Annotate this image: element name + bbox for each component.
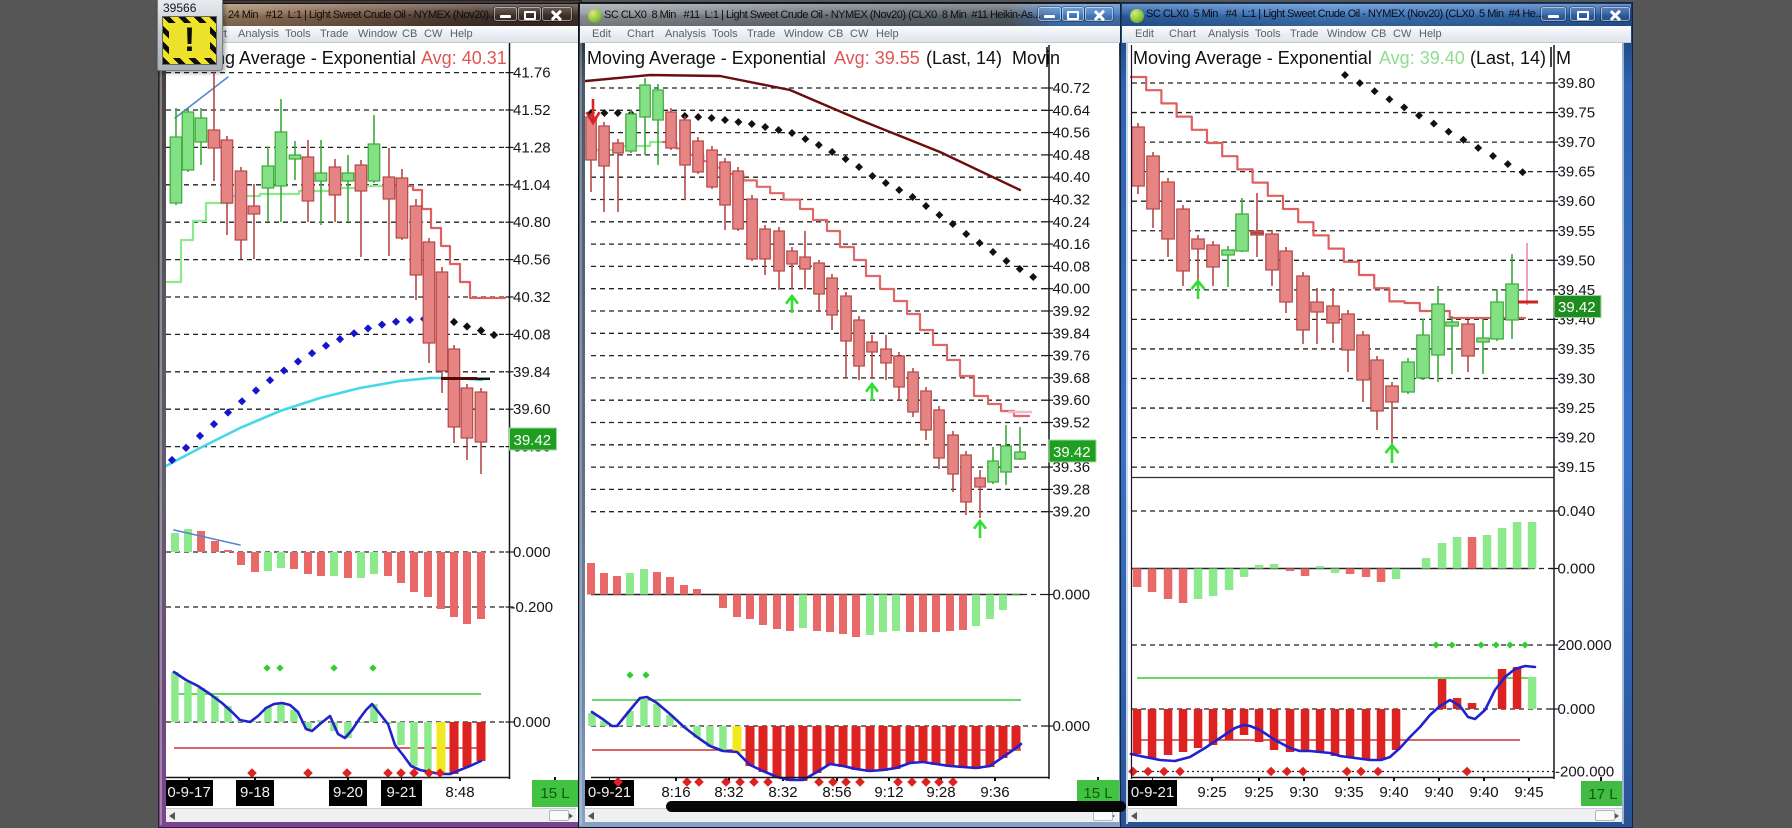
svg-text:39.65: 39.65 <box>1558 164 1596 181</box>
svg-text:39.68: 39.68 <box>1053 370 1091 387</box>
svg-text:41.52: 41.52 <box>513 102 551 119</box>
svg-text:39.35: 39.35 <box>1558 341 1596 358</box>
svg-text:40.40: 40.40 <box>1053 169 1091 186</box>
svg-text:39.40: 39.40 <box>1558 311 1596 328</box>
svg-text:39.50: 39.50 <box>1558 252 1596 269</box>
svg-text:40.72: 40.72 <box>1053 80 1091 97</box>
svg-text:0.000: 0.000 <box>1053 587 1091 604</box>
svg-text:40.16: 40.16 <box>1053 236 1091 253</box>
svg-text:39.25: 39.25 <box>1558 400 1596 417</box>
svg-text:39.84: 39.84 <box>513 364 551 381</box>
svg-text:40.80: 40.80 <box>513 214 551 231</box>
svg-text:40.56: 40.56 <box>513 252 551 269</box>
svg-text:(Last, 14) M: (Last, 14) M <box>1470 48 1571 68</box>
svg-text:200.000: 200.000 <box>1558 637 1612 654</box>
svg-text:39.28: 39.28 <box>1053 481 1091 498</box>
svg-text:(Last, 14) Movin: (Last, 14) Movin <box>926 48 1060 68</box>
svg-text:40.64: 40.64 <box>1053 102 1091 119</box>
svg-text:41.76: 41.76 <box>513 65 551 82</box>
svg-text:39.55: 39.55 <box>1558 223 1596 240</box>
svg-text:40.08: 40.08 <box>1053 258 1091 275</box>
svg-text:0.000: 0.000 <box>1053 718 1091 735</box>
svg-text:40.24: 40.24 <box>1053 214 1091 231</box>
svg-text:0.000: 0.000 <box>1558 701 1596 718</box>
svg-text:40.00: 40.00 <box>1053 281 1091 298</box>
svg-text:41.28: 41.28 <box>513 139 551 156</box>
svg-text:40.32: 40.32 <box>513 289 551 306</box>
svg-text:-0.200: -0.200 <box>511 599 554 616</box>
svg-text:39.84: 39.84 <box>1053 325 1091 342</box>
svg-text:39.36: 39.36 <box>513 439 551 456</box>
svg-text:39.60: 39.60 <box>1558 193 1596 210</box>
svg-text:39.36: 39.36 <box>1053 459 1091 476</box>
svg-text:0.000: 0.000 <box>513 714 551 731</box>
svg-text:Avg: 40.31: Avg: 40.31 <box>421 48 507 68</box>
svg-text:Moving Average - Exponential: Moving Average - Exponential <box>1133 48 1372 68</box>
svg-text:39.42: 39.42 <box>514 432 552 449</box>
svg-text:39.15: 39.15 <box>1558 459 1596 476</box>
svg-text:40.08: 40.08 <box>513 326 551 343</box>
svg-text:39.42: 39.42 <box>1053 444 1091 461</box>
svg-text:Moving Average - Exponential: Moving Average - Exponential <box>587 48 826 68</box>
svg-text:40.56: 40.56 <box>1053 125 1091 142</box>
svg-text:39.60: 39.60 <box>513 401 551 418</box>
svg-text:Avg: 39.40: Avg: 39.40 <box>1379 48 1465 68</box>
svg-text:41.04: 41.04 <box>513 177 551 194</box>
svg-text:39.76: 39.76 <box>1053 348 1091 365</box>
svg-text:40.48: 40.48 <box>1053 147 1091 164</box>
svg-text:39.70: 39.70 <box>1558 134 1596 151</box>
svg-text:39.80: 39.80 <box>1558 75 1596 92</box>
svg-text:0.040: 0.040 <box>1558 503 1596 520</box>
svg-text:39.20: 39.20 <box>1558 430 1596 447</box>
svg-text:0.000: 0.000 <box>513 544 551 561</box>
svg-text:39.92: 39.92 <box>1053 303 1091 320</box>
svg-text:39.75: 39.75 <box>1558 105 1596 122</box>
svg-text:39.52: 39.52 <box>1053 415 1091 432</box>
svg-text:39.20: 39.20 <box>1053 504 1091 521</box>
svg-text:39.60: 39.60 <box>1053 392 1091 409</box>
svg-text:40.32: 40.32 <box>1053 192 1091 209</box>
svg-text:39.42: 39.42 <box>1558 299 1596 316</box>
svg-text:39.30: 39.30 <box>1558 371 1596 388</box>
svg-text:39.45: 39.45 <box>1558 282 1596 299</box>
svg-text:0.000: 0.000 <box>1558 561 1596 578</box>
svg-text:Avg: 39.55: Avg: 39.55 <box>834 48 920 68</box>
svg-text:-200.000: -200.000 <box>1555 764 1614 781</box>
